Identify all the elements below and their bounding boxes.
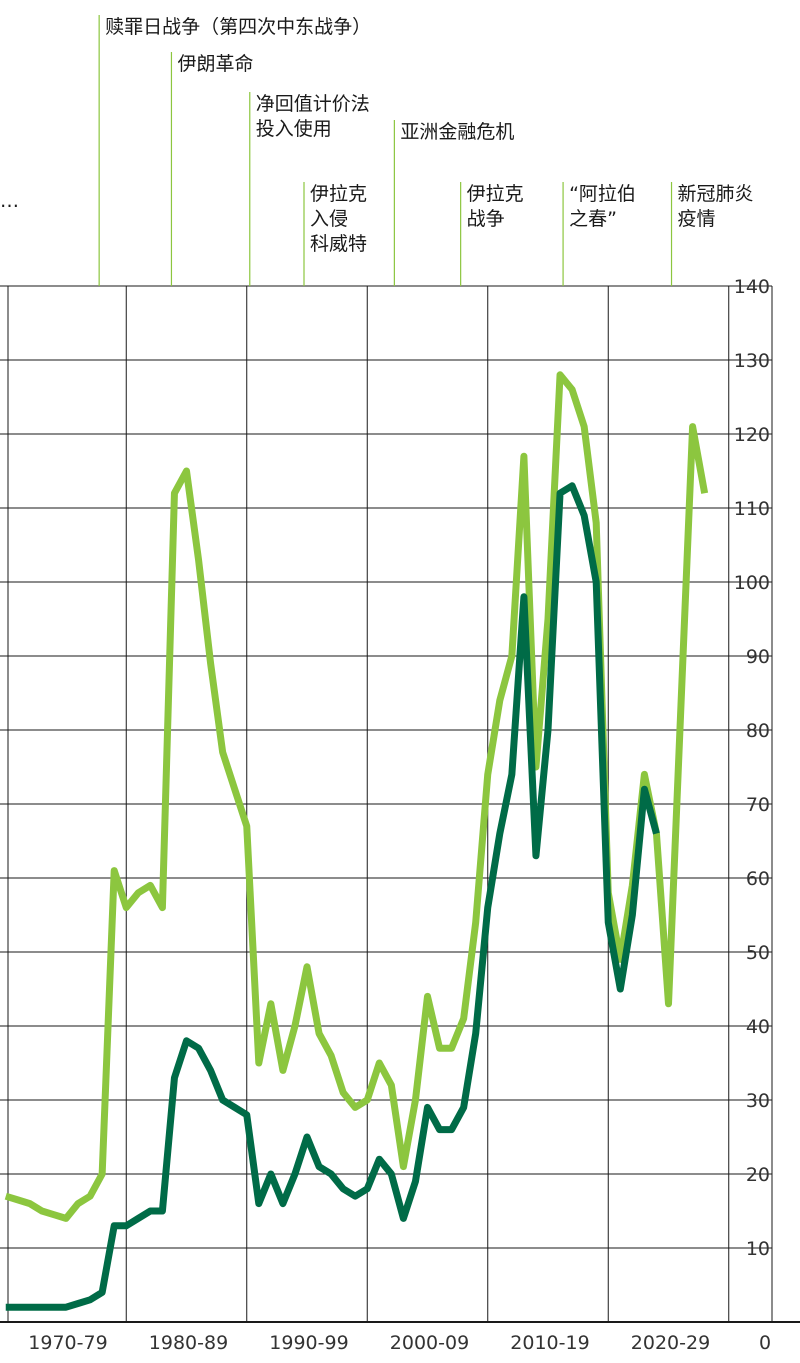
annotation-label: 战争 <box>467 208 505 230</box>
annotation-label: “阿拉伯 <box>569 183 636 205</box>
y-tick-label: 60 <box>746 868 770 890</box>
y-tick-label: 30 <box>746 1090 770 1112</box>
y-tick-label: 140 <box>734 276 770 298</box>
y-tick-label: 80 <box>746 720 770 742</box>
series-line-nominal <box>5 482 660 1311</box>
annotation-label: 亚洲金融危机 <box>400 121 514 143</box>
annotation-label: 伊朗革命 <box>177 53 253 75</box>
y-tick-label: 20 <box>746 1164 770 1186</box>
y-tick-label: 10 <box>746 1238 770 1260</box>
x-axis-ticks: 1970-79 1980-89 1990-99 2000-09 2010-19 2020-… <box>28 1332 771 1354</box>
x-tick-label: 2010-19 <box>510 1332 589 1354</box>
annotation-label: 之春” <box>569 208 617 230</box>
y-tick-label: 110 <box>734 498 770 520</box>
y-tick-label: 90 <box>746 646 770 668</box>
annotation-lines <box>98 15 673 286</box>
annotation-label: 赎罪日战争（第四次中东战争） <box>105 16 371 38</box>
y-axis-ticks: 10 20 30 40 50 60 70 80 90 100 110 120 130 140 <box>734 276 770 1260</box>
y-tick-label: 130 <box>734 350 770 372</box>
annotation-label: 伊拉克 <box>467 183 524 205</box>
y-tick-label: 100 <box>734 572 770 594</box>
series-line-real <box>4 371 709 1222</box>
x-tick-label: 2000-09 <box>390 1332 469 1354</box>
annotation-label: 科威特 <box>310 233 367 255</box>
y-tick-label: 40 <box>746 1016 770 1038</box>
y-tick-label-zero: 0 <box>759 1332 771 1354</box>
annotation-label: 新冠肺炎 <box>678 183 754 205</box>
y-tick-label: 70 <box>746 794 770 816</box>
annotation-label: … <box>0 190 19 212</box>
x-tick-label: 1980-89 <box>149 1332 228 1354</box>
annotation-label: 疫情 <box>678 208 716 230</box>
annotation-label: 伊拉克 <box>310 183 367 205</box>
x-tick-label: 2020-29 <box>631 1332 710 1354</box>
chart-grid <box>0 285 800 1323</box>
chart-series <box>4 371 709 1311</box>
annotation-label: 投入使用 <box>256 118 332 140</box>
y-tick-label: 120 <box>734 424 770 446</box>
y-tick-label: 50 <box>746 942 770 964</box>
x-tick-label: 1970-79 <box>28 1332 107 1354</box>
x-tick-label: 1990-99 <box>269 1332 348 1354</box>
annotation-label: 入侵 <box>310 208 348 230</box>
annotation-label: 净回值计价法 <box>256 93 370 115</box>
